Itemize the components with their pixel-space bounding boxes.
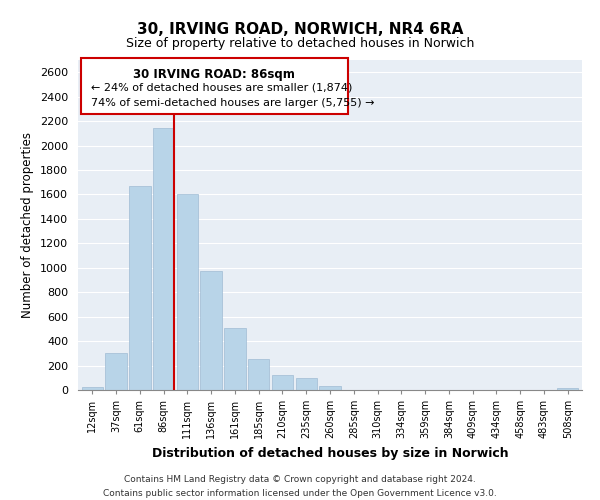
Bar xyxy=(153,128,174,390)
Bar xyxy=(296,378,317,390)
Y-axis label: Number of detached properties: Number of detached properties xyxy=(22,132,34,318)
Bar xyxy=(82,387,103,390)
X-axis label: Distribution of detached houses by size in Norwich: Distribution of detached houses by size … xyxy=(152,446,508,460)
Text: ← 24% of detached houses are smaller (1,874): ← 24% of detached houses are smaller (1,… xyxy=(91,82,352,92)
Bar xyxy=(176,194,198,390)
Text: 30 IRVING ROAD: 86sqm: 30 IRVING ROAD: 86sqm xyxy=(133,68,295,81)
Text: Contains HM Land Registry data © Crown copyright and database right 2024.
Contai: Contains HM Land Registry data © Crown c… xyxy=(103,476,497,498)
FancyBboxPatch shape xyxy=(80,58,347,114)
Bar xyxy=(248,359,269,390)
Bar xyxy=(224,328,245,390)
Bar xyxy=(557,388,578,390)
Bar xyxy=(319,386,341,390)
Bar xyxy=(106,354,127,390)
Text: Size of property relative to detached houses in Norwich: Size of property relative to detached ho… xyxy=(126,38,474,51)
Bar xyxy=(272,374,293,390)
Bar xyxy=(200,272,222,390)
Text: 74% of semi-detached houses are larger (5,755) →: 74% of semi-detached houses are larger (… xyxy=(91,98,374,108)
Bar xyxy=(129,186,151,390)
Text: 30, IRVING ROAD, NORWICH, NR4 6RA: 30, IRVING ROAD, NORWICH, NR4 6RA xyxy=(137,22,463,38)
